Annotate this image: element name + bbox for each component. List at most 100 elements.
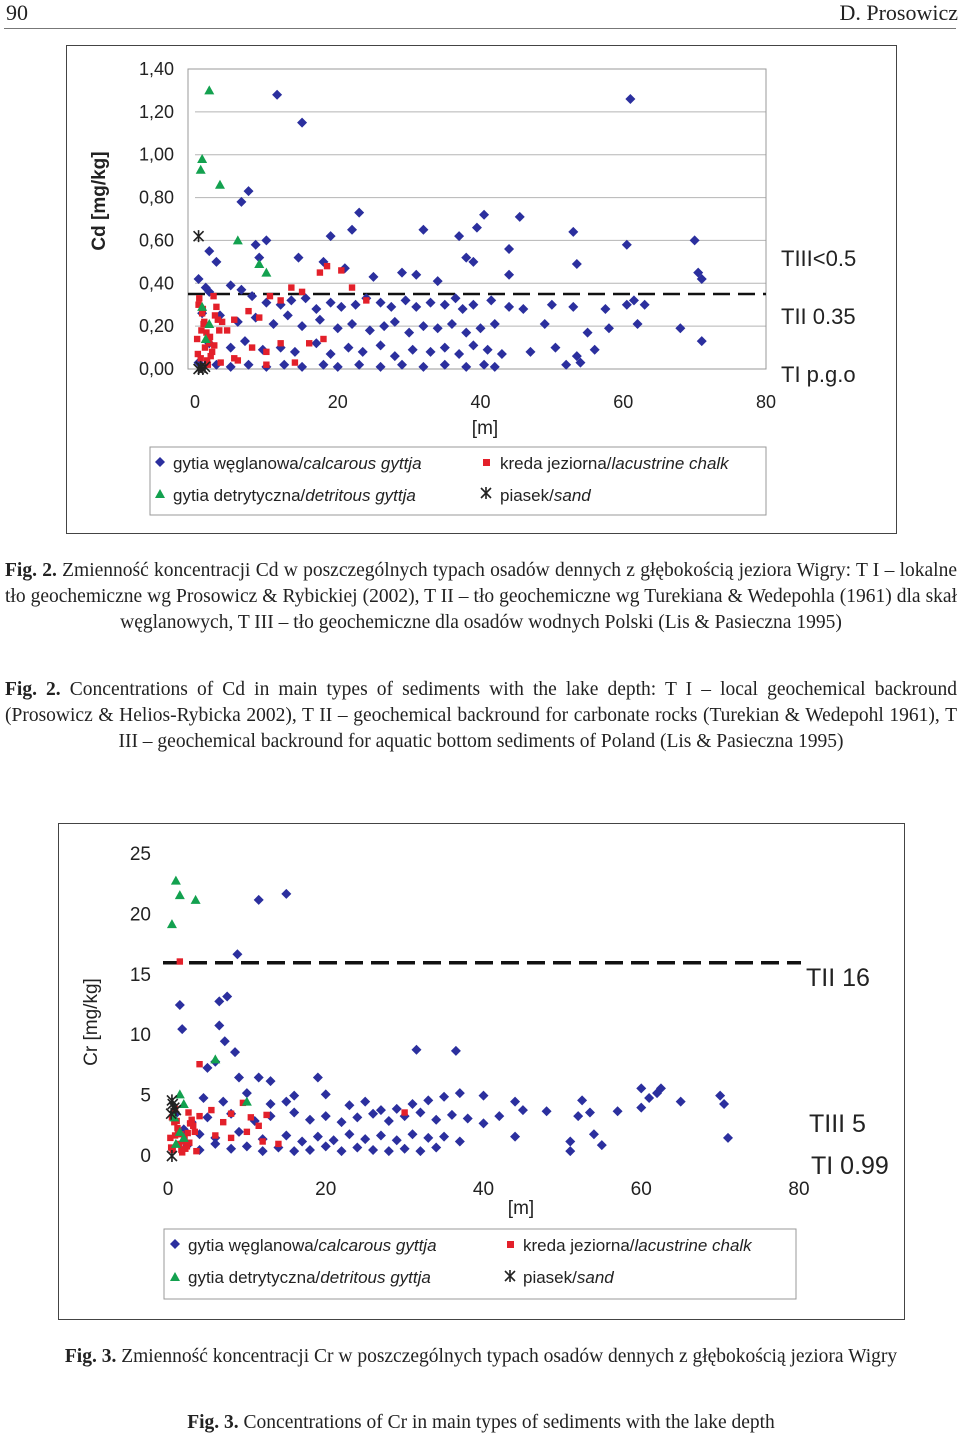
data-point-calcareous	[582, 327, 593, 338]
cd-legend: gytia węglanowa/calcarous gyttja kreda j…	[149, 446, 767, 516]
data-point-chalk	[277, 340, 284, 347]
data-point-calcareous	[723, 1132, 734, 1143]
data-point-chalk	[227, 1110, 235, 1117]
data-point-calcareous	[360, 1096, 371, 1107]
cr-legend-calcareous: gytia węglanowa/calcarous gyttja	[188, 1236, 437, 1255]
x-tick-label: 40	[473, 1179, 494, 1200]
data-point-calcareous	[225, 280, 236, 291]
data-point-chalk	[263, 361, 270, 368]
data-point-chalk	[320, 335, 327, 343]
data-point-calcareous	[389, 316, 400, 327]
data-point-calcareous	[354, 207, 365, 218]
data-point-calcareous	[546, 299, 557, 310]
data-point-calcareous	[233, 1126, 244, 1137]
cr-threshold-tii: TII 16	[806, 964, 870, 992]
cr-x-tick-labels: 0 20 40 60 80	[163, 1179, 810, 1200]
data-point-calcareous	[202, 1062, 213, 1073]
data-point-calcareous	[439, 299, 450, 310]
data-point-calcareous	[396, 359, 407, 370]
data-point-chalk	[197, 355, 204, 362]
data-point-detritous	[170, 1138, 181, 1148]
data-point-chalk	[178, 1146, 185, 1154]
data-point-calcareous	[219, 1036, 230, 1047]
cd-x-tick-labels: 0 20 40 60 80	[190, 392, 776, 412]
data-point-calcareous	[320, 1111, 331, 1122]
data-point-chalk	[217, 359, 224, 366]
x-tick-label: 0	[163, 1179, 174, 1200]
data-point-chalk	[208, 348, 216, 356]
data-point-calcareous	[261, 297, 272, 308]
page-number: 90	[6, 0, 28, 25]
data-point-calcareous	[675, 1096, 686, 1107]
data-point-calcareous	[243, 186, 254, 197]
data-point-calcareous	[639, 299, 650, 310]
data-point-calcareous	[446, 1109, 457, 1120]
cd-threshold-tiii: TIII<0.5	[781, 246, 856, 271]
data-point-chalk	[196, 1112, 203, 1120]
data-point-calcareous	[517, 1105, 528, 1116]
cd-chart: 0,00 0,20 0,40 0,60 0,80 1,00 1,20 1,40 0 20 40 60…	[89, 59, 856, 516]
data-point-chalk	[266, 292, 274, 300]
data-point-calcareous	[368, 271, 379, 282]
data-point-calcareous	[325, 349, 336, 359]
data-point-calcareous	[225, 342, 236, 353]
data-point-calcareous	[347, 319, 358, 329]
x-tick-label: 60	[613, 392, 633, 412]
data-point-calcareous	[194, 1129, 205, 1140]
data-point-calcareous	[198, 1093, 209, 1104]
data-point-calcareous	[539, 319, 550, 329]
data-point-detritous	[178, 1132, 189, 1142]
data-point-calcareous	[218, 1096, 229, 1107]
y-tick-label: 0,80	[139, 188, 174, 208]
data-point-chalk	[193, 1147, 200, 1155]
data-point-chalk	[182, 1145, 189, 1152]
data-point-calcareous	[510, 1096, 521, 1107]
data-point-calcareous	[375, 297, 386, 308]
data-point-calcareous	[454, 1088, 465, 1099]
data-point-calcareous	[496, 349, 507, 359]
data-point-chalk	[348, 284, 356, 291]
data-point-calcareous	[272, 89, 283, 100]
data-point-calcareous	[233, 1072, 244, 1083]
data-point-calcareous	[297, 321, 308, 332]
data-point-calcareous	[336, 1117, 347, 1128]
data-point-calcareous	[561, 359, 572, 370]
data-point-calcareous	[253, 894, 264, 905]
legend-asterisk-marker	[504, 1270, 516, 1282]
data-point-calcareous	[411, 269, 422, 280]
data-point-detritous	[170, 875, 181, 885]
data-point-calcareous	[504, 244, 515, 254]
data-point-calcareous	[510, 1131, 521, 1142]
x-tick-label: 40	[470, 392, 490, 412]
data-point-calcareous	[577, 1095, 588, 1106]
data-point-detritous	[197, 154, 208, 163]
data-point-calcareous	[644, 1093, 655, 1104]
data-point-calcareous	[489, 361, 500, 372]
data-point-chalk	[223, 327, 231, 334]
y-tick-label: 1,40	[139, 59, 174, 79]
data-point-chalk	[401, 1109, 408, 1116]
cd-y-tick-labels: 0,00 0,20 0,40 0,60 0,80 1,00 1,20 1,40	[139, 59, 174, 379]
data-point-calcareous	[652, 1088, 663, 1099]
data-point-chalk	[216, 327, 223, 334]
cd-legend-box	[149, 446, 767, 516]
data-point-calcareous	[265, 1099, 276, 1110]
data-point-calcareous	[243, 359, 254, 370]
data-point-calcareous	[475, 323, 486, 334]
data-point-calcareous	[462, 1113, 473, 1124]
data-point-calcareous	[461, 361, 472, 372]
data-point-sand	[193, 230, 205, 243]
data-point-chalk	[191, 1128, 199, 1136]
data-point-calcareous	[425, 297, 436, 308]
data-point-calcareous	[478, 1118, 489, 1129]
cd-legend-calcareous: gytia węglanowa/calcarous gyttja	[173, 454, 422, 473]
data-point-calcareous	[239, 336, 250, 347]
data-point-detritous	[200, 334, 211, 343]
data-point-calcareous	[621, 299, 632, 310]
data-point-calcareous	[479, 359, 490, 370]
data-point-calcareous	[375, 1105, 386, 1116]
data-point-chalk	[207, 352, 214, 360]
data-point-chalk	[220, 1118, 227, 1126]
data-point-chalk	[323, 262, 331, 270]
data-point-chalk	[245, 307, 252, 315]
